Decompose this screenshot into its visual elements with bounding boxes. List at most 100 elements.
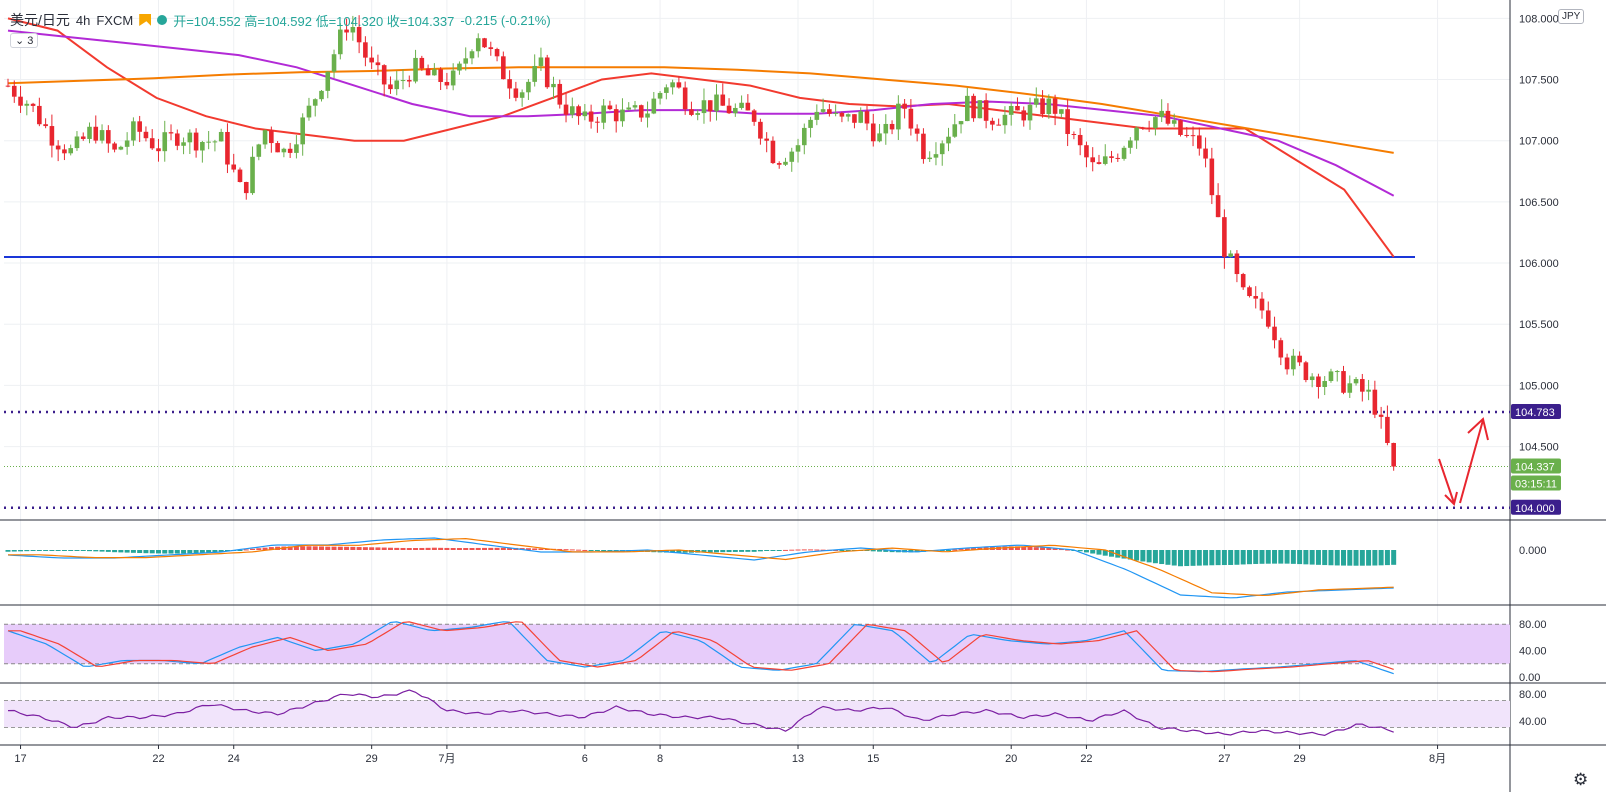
rsi-tick-label: 40.00 bbox=[1519, 716, 1547, 728]
candle-body bbox=[1347, 383, 1353, 393]
candle bbox=[1134, 126, 1139, 149]
candle bbox=[469, 49, 475, 65]
candle-body bbox=[638, 105, 644, 118]
candle-body bbox=[1253, 296, 1259, 299]
candle bbox=[783, 157, 788, 166]
candle bbox=[356, 15, 362, 54]
macd-bar bbox=[300, 546, 306, 550]
candle-body bbox=[1077, 134, 1083, 146]
candle-body bbox=[595, 121, 600, 123]
candle-body bbox=[1385, 416, 1390, 443]
candle bbox=[112, 141, 117, 153]
exchange: FXCM bbox=[96, 12, 134, 28]
candle-body bbox=[1372, 389, 1378, 415]
flag-icon[interactable] bbox=[139, 14, 152, 26]
price-tick-label: 108.000 bbox=[1519, 13, 1559, 25]
candle-body bbox=[864, 111, 870, 124]
candle bbox=[1109, 150, 1114, 163]
candle-body bbox=[701, 100, 707, 114]
candle bbox=[1140, 126, 1146, 131]
macd-bar bbox=[1052, 548, 1058, 550]
candle bbox=[43, 118, 48, 129]
candle-body bbox=[1272, 326, 1277, 341]
macd-bar bbox=[814, 549, 820, 551]
currency-label[interactable]: JPY bbox=[1558, 9, 1585, 24]
candle bbox=[632, 100, 638, 111]
studies-toggle[interactable]: ⌄ 3 bbox=[10, 33, 39, 48]
candle-body bbox=[93, 126, 99, 141]
symbol-name[interactable]: 美元/日元 bbox=[10, 12, 70, 28]
candle bbox=[664, 84, 669, 100]
macd-bar bbox=[18, 550, 24, 552]
candle-body bbox=[607, 105, 613, 110]
candle bbox=[5, 78, 11, 88]
stoch-d-line bbox=[8, 621, 1394, 673]
candle bbox=[250, 146, 255, 195]
arrow-up-head bbox=[1467, 417, 1489, 441]
macd-bar bbox=[525, 548, 531, 550]
macd-bar bbox=[237, 550, 243, 551]
candle-body bbox=[413, 57, 418, 82]
interval[interactable]: 4h bbox=[75, 12, 91, 28]
candle-body bbox=[501, 56, 506, 80]
candle-body bbox=[695, 113, 700, 115]
candle-body bbox=[1247, 287, 1252, 297]
candle bbox=[789, 147, 795, 172]
macd-bar bbox=[174, 550, 180, 554]
price-tick-label: 104.500 bbox=[1519, 442, 1559, 454]
macd-bar bbox=[1378, 550, 1384, 566]
candle-body bbox=[651, 98, 657, 114]
candle bbox=[1284, 353, 1290, 375]
candle bbox=[1222, 209, 1227, 269]
candle bbox=[488, 41, 494, 56]
macd-bar bbox=[74, 550, 80, 551]
candle-body bbox=[1140, 127, 1146, 129]
candle bbox=[682, 81, 688, 115]
candle-body bbox=[751, 110, 757, 122]
candle-body bbox=[187, 132, 193, 143]
candle bbox=[168, 124, 174, 141]
candle bbox=[1215, 183, 1221, 218]
candle-body bbox=[902, 103, 907, 109]
price-tag-upper-bg bbox=[1511, 403, 1561, 419]
macd-bar bbox=[883, 550, 889, 552]
candle-body bbox=[256, 144, 262, 157]
candle-body bbox=[156, 148, 161, 152]
candle-body bbox=[1328, 371, 1334, 382]
candle bbox=[68, 144, 73, 156]
candle-body bbox=[1134, 127, 1139, 141]
candle-body bbox=[99, 130, 105, 141]
candle-body bbox=[1341, 371, 1346, 393]
macd-bar bbox=[1083, 550, 1089, 553]
candle bbox=[463, 47, 469, 71]
candle-body bbox=[532, 65, 537, 82]
candle bbox=[927, 151, 932, 162]
macd-bar bbox=[268, 547, 274, 550]
candle bbox=[11, 80, 17, 103]
candle-body bbox=[388, 84, 393, 90]
time-tick-label: 24 bbox=[228, 753, 240, 765]
macd-bar bbox=[482, 547, 488, 550]
candle-body bbox=[538, 57, 544, 66]
macd-bar bbox=[1366, 550, 1372, 566]
candle-body bbox=[1197, 135, 1202, 149]
candle bbox=[896, 95, 901, 141]
chevron-down-icon: ⌄ bbox=[15, 35, 28, 47]
candle bbox=[908, 99, 914, 136]
macd-bar bbox=[162, 550, 168, 554]
gear-icon[interactable]: ⚙ bbox=[1573, 770, 1589, 789]
arrow-up bbox=[1459, 419, 1484, 504]
candle-body bbox=[576, 106, 581, 117]
candle bbox=[1059, 109, 1064, 118]
candle-body bbox=[193, 132, 199, 151]
macd-bar bbox=[1240, 550, 1246, 565]
macd-bar bbox=[344, 546, 350, 550]
studies-count: 3 bbox=[27, 35, 34, 47]
macd-bar bbox=[1159, 550, 1165, 565]
candle-body bbox=[1121, 147, 1127, 159]
candle-body bbox=[444, 81, 450, 86]
candle-body bbox=[933, 154, 939, 158]
macd-bar bbox=[1391, 550, 1397, 565]
candle bbox=[1203, 137, 1208, 168]
